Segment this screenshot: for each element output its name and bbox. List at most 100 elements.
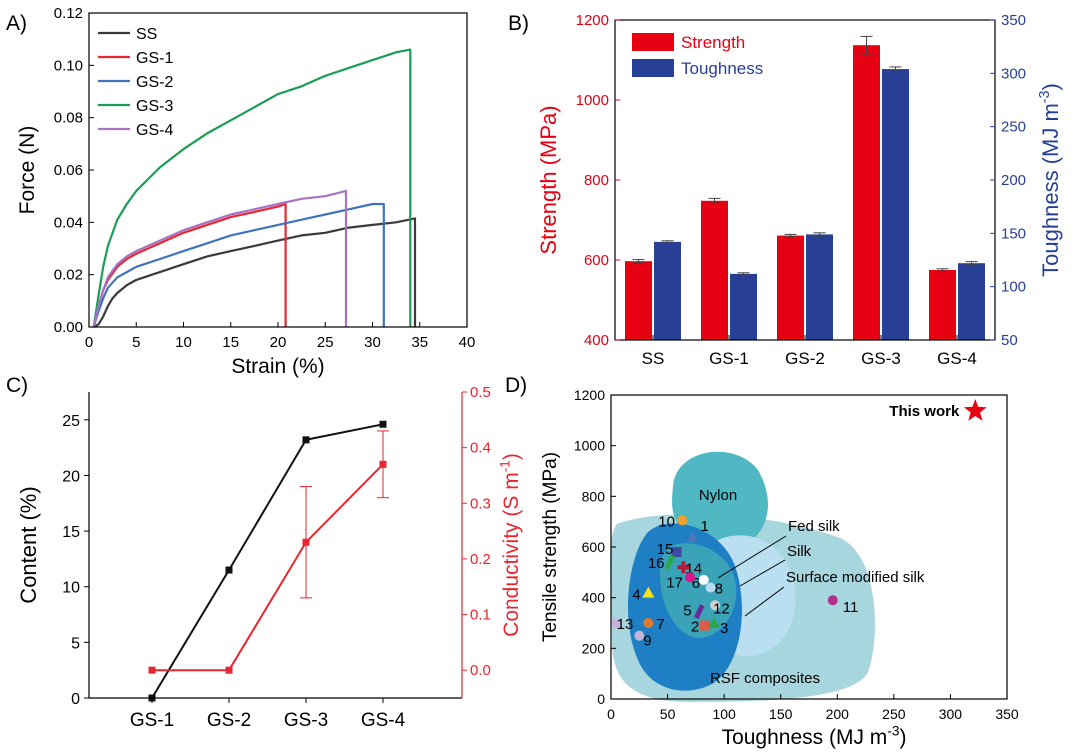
region-label: Silk xyxy=(787,543,812,560)
panel-label: B) xyxy=(508,12,529,35)
x-tick-label: 300 xyxy=(939,706,963,722)
y-tick-label: 0 xyxy=(71,691,80,708)
y2-axis-label-sup: -3 xyxy=(1037,90,1053,103)
data-point xyxy=(302,436,310,444)
x-tick-label: SS xyxy=(642,349,665,368)
data-point xyxy=(671,547,682,558)
x-tick-label: 35 xyxy=(411,334,428,351)
x-tick-label: 100 xyxy=(712,706,736,722)
y2-axis-label-main: Toughness (MJ m xyxy=(1038,103,1063,277)
y-tick-label: 1000 xyxy=(574,438,605,454)
panel-c: C) 0 5 10 15 20 25 0.0 0.1 0.2 0.3 0.4 0.5 GS-1 GS-2 GS… xyxy=(6,374,523,731)
y2-tick-label: 0.3 xyxy=(470,495,491,512)
bar-toughness xyxy=(882,69,909,341)
x-tick-label: 30 xyxy=(364,334,381,351)
x-tick-label: 40 xyxy=(459,334,476,351)
x-tick-label: GS-4 xyxy=(937,349,977,368)
bar-strength xyxy=(625,261,652,340)
legend-label: GS-2 xyxy=(136,74,173,91)
x-tick-label: 250 xyxy=(882,706,906,722)
y2-tick-label: 50 xyxy=(1001,332,1018,349)
y2-axis-label-end: ) xyxy=(1038,83,1063,90)
x-tick-label: GS-3 xyxy=(284,710,328,731)
region-label: Nylon xyxy=(699,487,737,504)
y2-axis-label: Toughness (MJ m-3) xyxy=(1037,83,1063,277)
y-tick-label: 0.10 xyxy=(54,57,83,74)
data-point xyxy=(827,595,838,606)
bar-toughness xyxy=(806,234,833,340)
x-tick-label: 0 xyxy=(85,334,93,351)
y-tick-label: 600 xyxy=(582,539,606,555)
x-tick-label: GS-1 xyxy=(130,710,174,731)
series-line-gs-4 xyxy=(92,189,348,328)
pointer-line-silk xyxy=(739,559,786,587)
y-tick-label: 800 xyxy=(582,488,606,504)
data-point xyxy=(611,618,622,628)
star-marker xyxy=(963,399,987,421)
legend-label: GS-4 xyxy=(136,122,173,139)
data-point xyxy=(705,582,716,593)
region-label: Surface modified silk xyxy=(786,569,925,586)
data-point xyxy=(698,574,709,585)
y-tick-label: 0 xyxy=(597,691,605,707)
point-label: 11 xyxy=(843,599,859,616)
y2-axis-label: Conductivity (S m-1) xyxy=(498,453,523,637)
series-line-conductivity xyxy=(152,463,384,672)
x-tick-label: 150 xyxy=(769,706,793,722)
data-point xyxy=(643,618,654,628)
point-label: 15 xyxy=(657,541,674,558)
data-point xyxy=(302,538,310,546)
pointer-line-fed-silk xyxy=(717,535,787,579)
data-point xyxy=(379,460,387,468)
y2-tick-label: 250 xyxy=(1001,119,1026,136)
x-tick-label: 50 xyxy=(660,706,676,722)
y2-tick-label: 0.0 xyxy=(470,662,491,679)
series-line-gs-2 xyxy=(92,202,385,328)
bar-toughness xyxy=(654,241,681,340)
y2-tick-label: 350 xyxy=(1001,12,1026,29)
x-tick-label: 200 xyxy=(826,706,850,722)
x-tick-label: 350 xyxy=(995,706,1019,722)
series-line-gs-3 xyxy=(92,48,412,328)
y-axis-label: Strength (MPa) xyxy=(536,105,561,254)
x-axis-label-sup: -3 xyxy=(887,724,899,739)
y-tick-label: 1000 xyxy=(576,92,609,109)
point-label: 13 xyxy=(617,616,634,633)
panel-b: B) SS GS-1 GS-2 GS-3 GS-4 400 600 800 1000 1200 50 1… xyxy=(508,12,1063,368)
legend-label: GS-3 xyxy=(136,98,173,115)
data-point xyxy=(686,530,699,542)
data-point xyxy=(225,666,233,674)
y2-tick-label: 0.4 xyxy=(470,440,491,457)
star-label: This work xyxy=(889,403,960,420)
legend-swatch xyxy=(632,59,674,77)
y2-tick-label: 100 xyxy=(1001,279,1026,296)
point-label: 1 xyxy=(700,518,708,535)
region-label: Fed silk xyxy=(788,518,840,535)
point-label: 10 xyxy=(658,513,675,530)
x-tick-label: 15 xyxy=(222,334,239,351)
point-label: 17 xyxy=(666,574,683,591)
x-tick-label: GS-4 xyxy=(361,710,406,731)
y-tick-label: 5 xyxy=(71,635,80,652)
data-point xyxy=(699,620,710,631)
point-label: 3 xyxy=(720,620,728,637)
series-line-gs-1 xyxy=(92,202,287,328)
point-label: 7 xyxy=(656,616,664,633)
panel-label: D) xyxy=(505,374,527,397)
point-label: 5 xyxy=(683,603,691,620)
data-point xyxy=(707,617,720,628)
x-axis-label: Strain (%) xyxy=(231,355,324,378)
legend-label: GS-1 xyxy=(136,50,173,67)
region-label: RSF composites xyxy=(710,670,820,687)
y-tick-label: 20 xyxy=(62,468,80,485)
series-line-content xyxy=(151,423,384,699)
point-label: 2 xyxy=(691,619,699,636)
y-tick-label: 0.04 xyxy=(54,214,83,231)
x-tick-label: GS-3 xyxy=(861,349,901,368)
y2-axis-label-end: ) xyxy=(500,453,523,460)
region-nylon xyxy=(672,451,768,550)
legend-label: Toughness xyxy=(681,59,763,78)
data-point xyxy=(677,561,690,574)
data-point xyxy=(225,566,233,574)
